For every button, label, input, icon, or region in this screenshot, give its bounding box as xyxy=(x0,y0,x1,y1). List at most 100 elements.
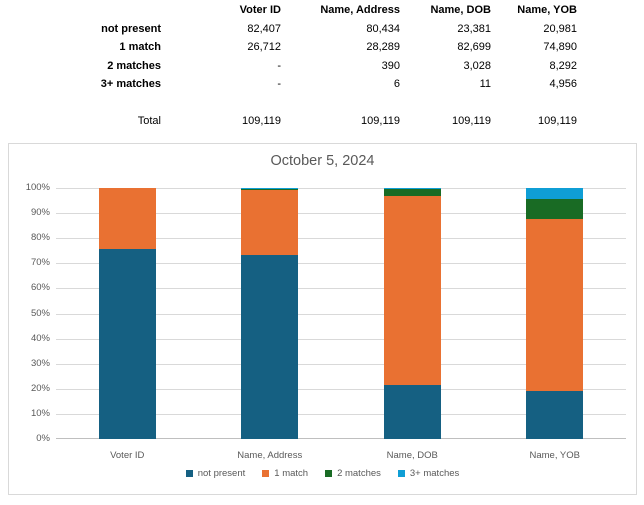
table-cell[interactable]: 82,407 xyxy=(247,22,281,35)
table-cell[interactable]: - xyxy=(277,78,281,91)
bar-segment-2-matches[interactable] xyxy=(526,199,584,219)
gridline xyxy=(56,213,626,215)
table-cell[interactable]: 82,699 xyxy=(457,41,491,54)
legend-item[interactable]: 2 matches xyxy=(325,468,381,479)
bar-segment-not-present[interactable] xyxy=(98,249,156,439)
legend-label: 2 matches xyxy=(337,468,381,479)
column-header[interactable]: Name, Address xyxy=(320,4,400,17)
stacked-bar xyxy=(383,188,441,439)
legend-item[interactable]: 1 match xyxy=(262,468,308,479)
y-axis-label: 10% xyxy=(30,407,50,419)
gridline xyxy=(56,288,626,290)
gridline xyxy=(56,338,626,340)
x-axis-label: Name, Address xyxy=(237,450,303,461)
gridline xyxy=(56,388,626,390)
pivot-table-body: Voter ID Name, Address Name, DOB Name, YOB n… xyxy=(0,1,577,131)
legend-label: 1 match xyxy=(274,468,309,479)
corner-cell[interactable] xyxy=(0,1,161,20)
legend-swatch xyxy=(185,470,193,477)
stacked-bar xyxy=(526,188,584,439)
bar-segment-1-match[interactable] xyxy=(241,190,299,255)
y-axis-label: 90% xyxy=(30,207,50,219)
gridline xyxy=(56,313,626,315)
row-label[interactable]: 2 matches xyxy=(107,59,161,72)
bar-segment-not-present[interactable] xyxy=(241,254,299,439)
bar-segment-2-matches[interactable] xyxy=(383,189,441,196)
table-row: not present 82,407 80,434 23,381 20,981 xyxy=(0,20,577,39)
table-header-row: Voter ID Name, Address Name, DOB Name, YOB xyxy=(0,1,577,20)
bar-segment-not-present[interactable] xyxy=(526,390,584,439)
category-slot: Name, Address xyxy=(199,188,342,461)
table-cell[interactable]: 11 xyxy=(479,78,491,91)
bar-segment-1-match[interactable] xyxy=(98,188,156,250)
row-label[interactable]: not present xyxy=(101,22,161,35)
row-label[interactable]: 1 match xyxy=(119,41,161,54)
bar-segment-2-matches[interactable] xyxy=(241,189,299,190)
table-cell[interactable]: 80,434 xyxy=(366,22,400,35)
plot-area: 0% 10% 20% 30% 40% 50% 60% 70% 80% 90% 100% Voter … xyxy=(26,183,626,461)
y-axis-label: 0% xyxy=(36,433,50,444)
total-cell[interactable]: 109,119 xyxy=(361,115,400,128)
bar-segment-1-match[interactable] xyxy=(383,195,441,386)
bar-segment-3-matches[interactable] xyxy=(383,188,441,189)
category-slot: Voter ID xyxy=(56,188,199,461)
table-row: 3+ matches - 6 11 4,956 xyxy=(0,75,577,94)
y-axis-label: 50% xyxy=(30,307,50,319)
chart-legend: not present 1 match 2 matches 3+ matches xyxy=(9,468,636,479)
table-cell[interactable]: 4,956 xyxy=(549,78,577,91)
bar-segment-not-present[interactable] xyxy=(383,385,441,439)
pivot-table: Voter ID Name, Address Name, DOB Name, YOB n… xyxy=(0,1,577,131)
total-cell[interactable]: 109,119 xyxy=(538,115,577,128)
table-cell[interactable]: 26,712 xyxy=(247,41,281,54)
stacked-bar xyxy=(241,188,299,439)
spacer-cell xyxy=(0,94,577,113)
y-axis-label: 70% xyxy=(30,257,50,269)
gridline xyxy=(56,238,626,240)
legend-swatch xyxy=(325,470,333,477)
legend-item[interactable]: not present xyxy=(185,468,246,479)
column-header[interactable]: Name, YOB xyxy=(517,4,577,17)
table-row: 2 matches - 390 3,028 8,292 xyxy=(0,57,577,76)
table-cell[interactable]: 390 xyxy=(381,59,400,72)
table-cell[interactable]: 20,981 xyxy=(543,22,577,35)
legend-label: 3+ matches xyxy=(409,468,460,479)
row-label[interactable]: 3+ matches xyxy=(100,78,161,91)
y-axis-label: 100% xyxy=(25,182,50,193)
legend-item[interactable]: 3+ matches xyxy=(397,468,460,479)
x-axis-line xyxy=(56,438,626,439)
x-axis-label: Name, YOB xyxy=(529,450,580,461)
y-axis-label: 20% xyxy=(30,382,50,394)
x-axis-label: Name, DOB xyxy=(386,450,438,461)
gridline xyxy=(56,188,626,189)
x-axis-label: Voter ID xyxy=(110,450,145,461)
total-label[interactable]: Total xyxy=(137,115,161,128)
gridline xyxy=(56,263,626,265)
table-cell[interactable]: 28,289 xyxy=(366,41,400,54)
y-axis-label: 30% xyxy=(30,357,50,369)
chart-frame[interactable]: October 5, 2024 0% 10% 20% 30% 40% 50% 60% 70% 8… xyxy=(8,143,637,495)
y-axis-label: 60% xyxy=(30,282,50,294)
chart-title: October 5, 2024 xyxy=(270,153,375,169)
bar-segment-1-match[interactable] xyxy=(526,218,584,391)
table-cell[interactable]: 6 xyxy=(393,78,400,91)
table-cell[interactable]: 74,890 xyxy=(543,41,577,54)
total-row: Total 109,119 109,119 109,119 109,119 xyxy=(0,112,577,131)
column-header[interactable]: Name, DOB xyxy=(430,4,491,17)
table-cell[interactable]: 3,028 xyxy=(463,59,491,72)
column-header[interactable]: Voter ID xyxy=(239,4,281,17)
bar-segment-3-matches[interactable] xyxy=(241,188,299,189)
legend-label: not present xyxy=(197,468,246,479)
spacer-row xyxy=(0,94,577,113)
y-axis-label: 40% xyxy=(30,332,50,344)
stacked-bar xyxy=(98,188,156,439)
bar-segment-3-matches[interactable] xyxy=(526,188,584,200)
gridline xyxy=(56,413,626,415)
table-cell[interactable]: 8,292 xyxy=(549,59,577,72)
table-cell[interactable]: 23,381 xyxy=(457,22,491,35)
table-cell[interactable]: - xyxy=(277,59,281,72)
legend-swatch xyxy=(262,470,270,477)
gridline xyxy=(56,363,626,365)
total-cell[interactable]: 109,119 xyxy=(242,115,281,128)
total-cell[interactable]: 109,119 xyxy=(452,115,491,128)
